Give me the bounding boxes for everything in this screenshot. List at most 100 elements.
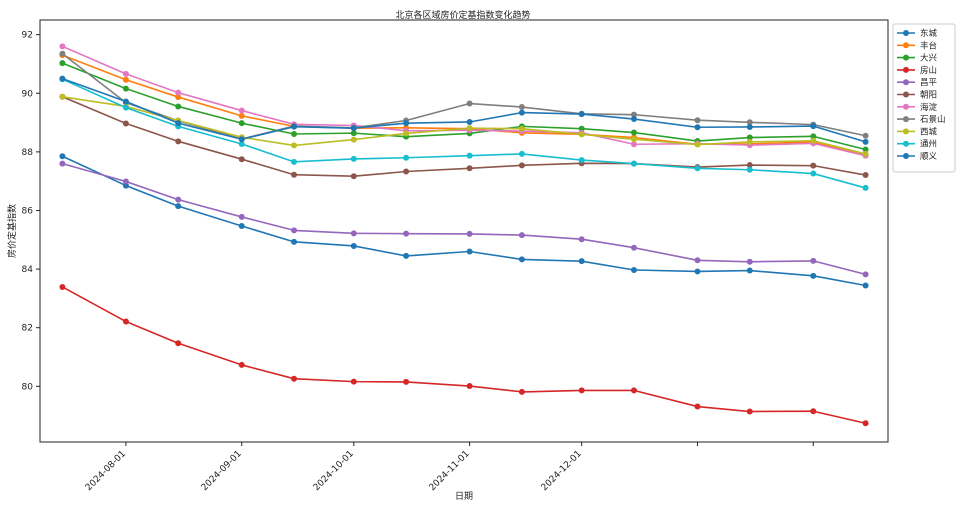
legend-item: 丰台: [897, 40, 937, 51]
data-point: [578, 111, 585, 118]
data-point: [746, 408, 753, 415]
data-point: [350, 230, 357, 237]
data-point: [810, 162, 817, 169]
data-point: [694, 257, 701, 264]
data-point: [746, 134, 753, 141]
legend-label: 东城: [920, 28, 938, 39]
data-point: [746, 267, 753, 274]
data-point: [291, 142, 298, 149]
legend-label: 顺义: [920, 152, 938, 162]
data-point: [403, 378, 410, 385]
data-point: [862, 172, 869, 179]
data-point: [350, 130, 357, 137]
series-2: [59, 60, 869, 153]
data-point: [578, 236, 585, 243]
legend-marker: [903, 66, 909, 73]
data-point: [291, 158, 298, 165]
series-8: [59, 93, 869, 157]
data-point: [175, 94, 182, 101]
legend-marker: [903, 116, 909, 123]
legend-label: 丰台: [920, 40, 937, 51]
data-point: [238, 140, 245, 147]
data-point: [578, 125, 585, 132]
y-tick-label: 92: [22, 31, 33, 41]
data-point: [630, 111, 637, 118]
legend-item: 通州: [897, 139, 937, 150]
data-point: [630, 116, 637, 123]
data-point: [350, 136, 357, 143]
data-point: [238, 136, 245, 143]
data-point: [403, 230, 410, 237]
y-tick-label: 84: [22, 265, 34, 275]
data-point: [694, 165, 701, 172]
y-tick-label: 88: [22, 148, 34, 158]
data-point: [518, 109, 525, 116]
x-tick-label: 2024-10-01: [312, 449, 356, 493]
data-point: [466, 248, 473, 255]
y-tick-label: 80: [22, 382, 34, 392]
legend-label: 通州: [920, 139, 937, 150]
legend-marker: [903, 30, 909, 36]
data-point: [238, 107, 245, 114]
data-point: [578, 131, 585, 138]
legend-marker: [903, 140, 909, 147]
y-axis: 80 82 84 86 88 90 92: [22, 31, 40, 392]
legend-item: 东城: [897, 28, 938, 39]
legend-item: 石景山: [897, 114, 946, 125]
data-point: [810, 170, 817, 177]
data-point: [59, 75, 66, 82]
data-point: [238, 213, 245, 220]
legend-item: 西城: [897, 127, 938, 137]
data-point: [518, 150, 525, 157]
legend-marker: [903, 103, 909, 110]
y-tick-label: 82: [22, 324, 33, 334]
x-tick-label: 2024-11-01: [428, 449, 472, 493]
data-point: [862, 138, 869, 145]
data-point: [122, 178, 129, 185]
data-point: [862, 420, 869, 427]
x-tick-label: 2024-12-01: [540, 449, 584, 493]
data-point: [518, 162, 525, 169]
data-point: [746, 123, 753, 130]
data-point: [238, 156, 245, 163]
data-point: [578, 258, 585, 265]
data-point: [122, 104, 129, 111]
data-point: [518, 125, 525, 132]
data-point: [350, 125, 357, 132]
legend-label: 西城: [920, 127, 938, 137]
data-point: [175, 203, 182, 210]
x-tick-label: 2024-09-01: [200, 449, 244, 493]
data-point: [746, 119, 753, 126]
data-point: [122, 182, 129, 189]
data-point: [518, 256, 525, 263]
data-point: [175, 138, 182, 145]
data-point: [746, 138, 753, 145]
data-point: [466, 118, 473, 125]
y-axis-label: 房价定基指数: [6, 204, 18, 258]
data-point: [630, 160, 637, 167]
legend-item: 顺义: [897, 152, 938, 162]
data-point: [746, 258, 753, 265]
legend-label: 昌平: [920, 78, 938, 88]
legend-label: 大兴: [920, 53, 938, 64]
data-point: [746, 166, 753, 173]
data-point: [694, 141, 701, 148]
data-point: [862, 184, 869, 191]
data-point: [630, 141, 637, 148]
data-point: [746, 162, 753, 169]
data-point: [175, 120, 182, 127]
series-0: [59, 153, 869, 289]
data-point: [291, 171, 298, 178]
legend-label: 朝阳: [920, 91, 937, 101]
data-point: [238, 112, 245, 119]
data-point: [466, 152, 473, 159]
data-point: [630, 136, 637, 143]
data-point: [466, 230, 473, 237]
data-point: [862, 132, 869, 139]
data-point: [350, 155, 357, 162]
y-tick-label: 86: [22, 206, 34, 216]
legend-marker: [903, 128, 909, 135]
x-axis-label: 日期: [455, 491, 473, 502]
